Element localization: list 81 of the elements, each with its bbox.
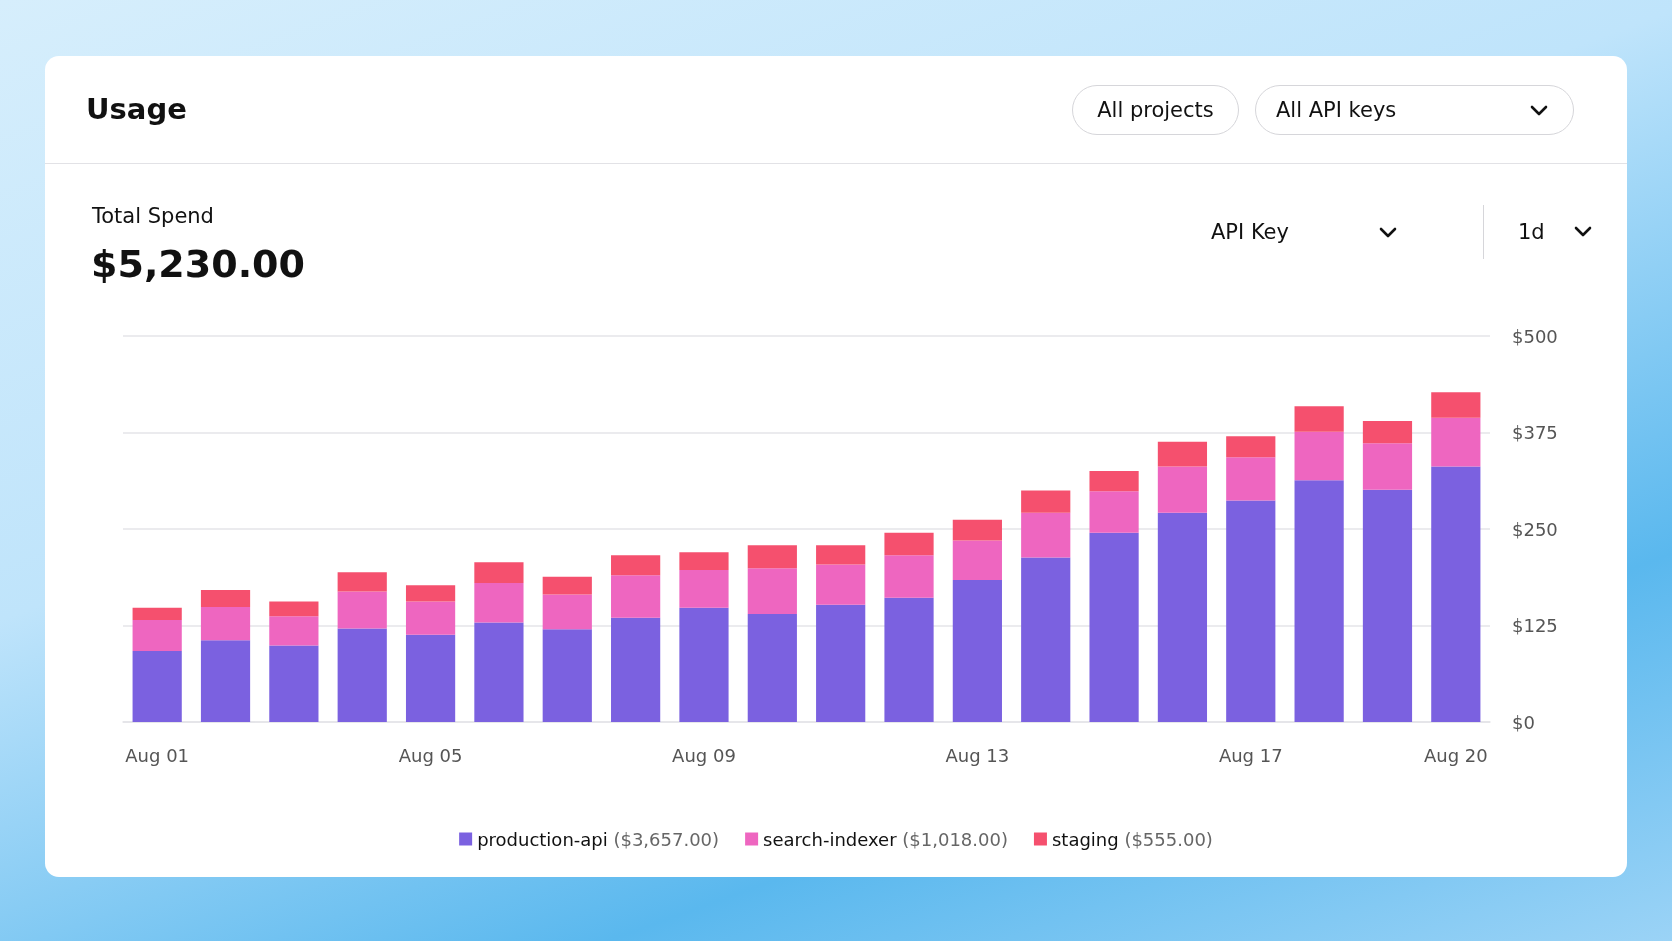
bar bbox=[337, 572, 387, 592]
bar bbox=[1431, 417, 1481, 467]
bar bbox=[1089, 491, 1139, 533]
bar bbox=[405, 634, 456, 722]
bar bbox=[1157, 466, 1208, 513]
text: API Key bbox=[1211, 220, 1289, 244]
bar bbox=[679, 607, 729, 722]
bar bbox=[405, 601, 456, 635]
y-tick-label: $500 bbox=[1512, 325, 1558, 347]
bar bbox=[1294, 406, 1344, 432]
y-tick-label: $0 bbox=[1512, 711, 1535, 733]
bar bbox=[269, 616, 319, 646]
bar bbox=[884, 597, 934, 722]
bar bbox=[884, 532, 934, 556]
text: Total Spend bbox=[92, 204, 214, 228]
bar bbox=[816, 545, 866, 565]
x-tick-label: Aug 13 bbox=[945, 744, 1010, 766]
x-tick-label: Aug 09 bbox=[672, 744, 736, 766]
bar bbox=[1362, 443, 1413, 490]
bar bbox=[884, 555, 934, 598]
bar bbox=[405, 585, 456, 602]
bar bbox=[132, 650, 182, 722]
bar bbox=[611, 617, 661, 722]
bar bbox=[474, 583, 524, 623]
bar bbox=[679, 552, 729, 570]
bar bbox=[132, 620, 182, 651]
bar bbox=[1089, 471, 1139, 492]
bar bbox=[747, 568, 797, 614]
bar bbox=[200, 640, 251, 722]
bar bbox=[816, 604, 866, 722]
bar bbox=[1294, 431, 1344, 481]
bar bbox=[816, 564, 866, 605]
bar bbox=[1226, 436, 1276, 458]
bar bbox=[747, 613, 797, 722]
legend-label: search-indexer ($1,018.00) bbox=[763, 828, 1008, 850]
x-tick-label: Aug 01 bbox=[125, 744, 190, 766]
x-tick-label: Aug 17 bbox=[1218, 744, 1283, 766]
text: All API keys bbox=[1255, 85, 1574, 135]
bar bbox=[542, 629, 592, 722]
chart-title: Usage bbox=[86, 92, 187, 126]
text: $5,230.00 bbox=[91, 242, 305, 286]
x-tick-label: Aug 20 bbox=[1423, 744, 1488, 766]
bar bbox=[1431, 466, 1481, 722]
bar bbox=[1362, 489, 1413, 722]
bar bbox=[679, 569, 729, 608]
bar bbox=[337, 591, 387, 629]
bar bbox=[747, 545, 797, 569]
bar bbox=[611, 555, 661, 576]
bar bbox=[132, 607, 182, 621]
bar bbox=[269, 601, 319, 617]
bar bbox=[1294, 480, 1344, 722]
bar bbox=[337, 628, 387, 722]
bar bbox=[474, 622, 524, 722]
x-tick-label: Aug 05 bbox=[398, 744, 463, 766]
bar bbox=[1362, 420, 1413, 444]
y-tick-label: $375 bbox=[1512, 422, 1558, 443]
bar bbox=[1226, 457, 1276, 501]
bar bbox=[952, 579, 1002, 722]
bar bbox=[952, 540, 1002, 580]
bar bbox=[1089, 532, 1139, 722]
bar bbox=[611, 575, 661, 618]
bar bbox=[1431, 392, 1481, 418]
bar bbox=[474, 562, 524, 584]
bar bbox=[542, 576, 592, 595]
bar bbox=[200, 589, 251, 607]
legend-label: staging ($555.00) bbox=[1051, 828, 1213, 850]
bar bbox=[1021, 557, 1071, 722]
bar bbox=[542, 594, 592, 630]
bar bbox=[1021, 490, 1071, 513]
text: All projects bbox=[1072, 85, 1239, 135]
bar bbox=[1226, 500, 1276, 722]
bar bbox=[200, 606, 251, 641]
text: 1d bbox=[1518, 220, 1545, 244]
y-tick-label: $250 bbox=[1512, 518, 1558, 540]
bar bbox=[1021, 512, 1071, 558]
bar bbox=[269, 645, 319, 722]
bar bbox=[1157, 512, 1208, 722]
bar bbox=[952, 519, 1002, 541]
bar bbox=[1157, 441, 1208, 467]
legend-label: production-api ($3,657.00) bbox=[477, 828, 720, 850]
y-tick-label: $125 bbox=[1512, 615, 1558, 636]
